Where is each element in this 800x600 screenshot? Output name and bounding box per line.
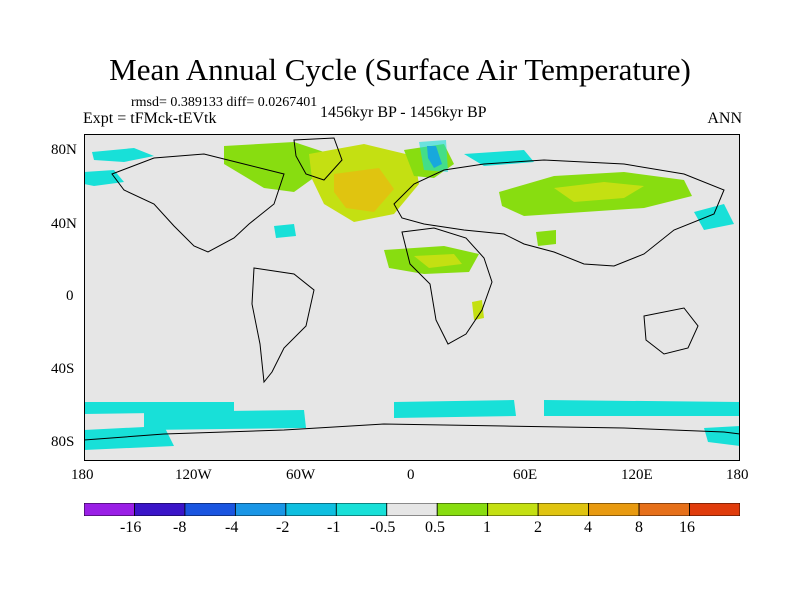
anomaly-patch-southern-ocean-4 [544, 400, 740, 416]
colorbar-swatch [285, 503, 337, 516]
x-tick-label: 60W [286, 467, 316, 483]
y-tick-label: 40N [51, 216, 77, 232]
anomaly-patch-southern-ocean-1 [84, 402, 234, 414]
colorbar-label: -8 [173, 519, 187, 536]
colorbar-swatch [335, 503, 388, 516]
anomaly-patch-siberia-core [554, 182, 644, 202]
colorbar-label: 16 [679, 519, 695, 536]
period-label: 1456kyr BP - 1456kyr BP [320, 104, 487, 121]
colorbar-swatch [234, 503, 287, 516]
anomaly-patch-barents-cyan [419, 140, 448, 172]
colorbar-label: -0.5 [370, 519, 396, 536]
x-tick-label: 180 [726, 467, 749, 483]
x-tick-label: 120W [175, 467, 212, 483]
colorbar-swatch [487, 503, 539, 516]
colorbar-label: -2 [276, 519, 290, 536]
anomaly-patch-southern-ocean-2 [144, 410, 306, 430]
colorbar-swatch [689, 503, 740, 516]
anomaly-patch-na-atlantic [274, 224, 296, 238]
colorbar-label: 1 [483, 519, 491, 536]
y-tick-label: 80S [51, 434, 75, 450]
stats-label: rmsd= 0.389133 diff= 0.0267401 [131, 95, 318, 110]
anomaly-patch-nw-pacific [694, 204, 734, 230]
colorbar-swatch [436, 503, 489, 516]
coast-south-america [251, 267, 315, 384]
colorbar-swatch [537, 503, 590, 516]
map-panel [84, 134, 740, 461]
anomaly-patch-east-africa [472, 300, 484, 320]
colorbar-swatch [386, 503, 438, 516]
anomaly-patch-antarctic-2 [704, 426, 740, 446]
colorbar-swatch [134, 503, 186, 516]
anomaly-patch-atlantic-core [334, 168, 394, 212]
colorbar-swatch [184, 503, 236, 516]
coast-antarctica [84, 423, 740, 441]
map-title: Mean Annual Cycle (Surface Air Temperatu… [109, 52, 691, 87]
colorbar-label: 0.5 [425, 519, 445, 536]
coast-africa [401, 227, 493, 345]
colorbar-label: -16 [120, 519, 142, 536]
anomaly-patch-sahara-core [414, 254, 462, 268]
anomaly-patch-antarctic [84, 426, 174, 450]
x-tick-label: 0 [407, 467, 415, 483]
anomaly-patch-canada [224, 142, 324, 192]
colorbar-label: -4 [225, 519, 239, 536]
coast-greenland [293, 137, 343, 181]
colorbar-swatch [638, 503, 690, 516]
coast-eurasia [393, 159, 725, 267]
anomaly-patch-arctic-cyan-1 [92, 148, 154, 162]
colorbar-swatch [84, 503, 135, 516]
anomaly-field [84, 140, 740, 450]
colorbar-swatch [588, 503, 640, 516]
map-frame [84, 134, 740, 461]
y-tick-label: 40S [51, 361, 75, 377]
y-tick-label: 0 [66, 288, 74, 304]
colorbar-label: 2 [534, 519, 542, 536]
coast-north-america [111, 153, 285, 253]
x-tick-label: 180 [71, 467, 94, 483]
colorbar-label: 4 [584, 519, 592, 536]
anomaly-patch-southern-ocean-3 [394, 400, 516, 418]
colorbar-label: 8 [635, 519, 643, 536]
anomaly-patch-arctic-cyan-3 [84, 170, 124, 186]
anomaly-patch-arabia [536, 230, 556, 246]
x-tick-label: 120E [621, 467, 653, 483]
x-tick-label: 60E [513, 467, 538, 483]
coastlines [84, 137, 740, 441]
colorbar-label: -1 [327, 519, 341, 536]
y-tick-label: 80N [51, 142, 77, 158]
season-label: ANN [707, 110, 742, 127]
coast-australia [643, 307, 699, 355]
colorbar [84, 503, 740, 516]
experiment-label: Expt = tFMck-tEVtk [83, 110, 217, 127]
